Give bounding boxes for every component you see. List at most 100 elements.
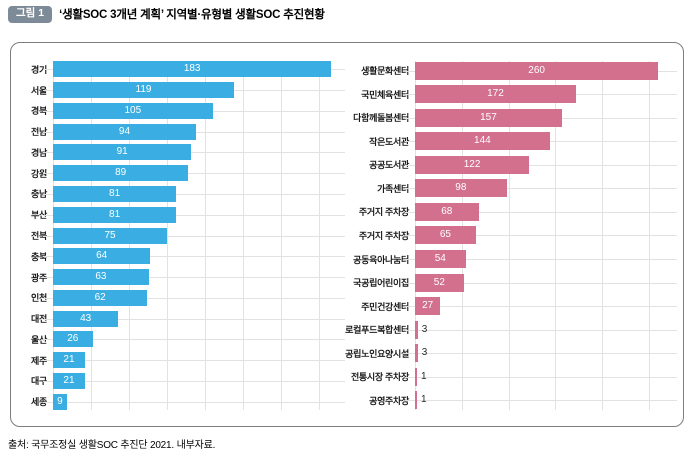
- value-label: 26: [67, 333, 79, 345]
- category-label: 제주: [31, 355, 47, 366]
- category-label: 강원: [31, 168, 47, 179]
- bar-row: 강원 89: [13, 163, 345, 184]
- value-label: 91: [116, 146, 128, 158]
- category-label: 경북: [31, 106, 47, 117]
- bar-track: 43: [43, 308, 345, 329]
- value-label: 3: [421, 347, 428, 359]
- category-label: 경남: [31, 147, 47, 158]
- bar-row: 세종 9: [13, 391, 345, 412]
- value-label: 94: [118, 125, 131, 137]
- category-label: 생활문화센터: [361, 66, 409, 77]
- bar: 157: [415, 108, 562, 127]
- bar: 1: [415, 367, 427, 386]
- bar: 9: [53, 393, 67, 410]
- bar-row: 부산 81: [13, 204, 345, 225]
- category-label: 전남: [31, 127, 47, 138]
- bar: 81: [53, 185, 177, 202]
- bar: 21: [53, 372, 85, 389]
- bar-track: 26: [43, 329, 345, 350]
- value-label: 9: [57, 395, 63, 407]
- source-note: 출처: 국무조정실 생활SOC 추진단 2021. 내부자료.: [8, 440, 216, 451]
- value-label: 89: [115, 167, 127, 179]
- bar-track: 75: [43, 225, 345, 246]
- bar-row: 다함께돌봄센터 157: [345, 106, 677, 130]
- bar: 63: [53, 269, 149, 286]
- value-label: 64: [96, 250, 108, 262]
- chart-frame: 경기 183 서울 119 경북 105 전남 94 경남 91 강원 89 충남 81 부산 81 전북 75 충…: [10, 42, 684, 427]
- bar-track: 260: [405, 59, 677, 83]
- bar-track: 3: [405, 318, 677, 342]
- bar-rows: 경기 183 서울 119 경북 105 전남 94 경남 91 강원 89 충남 81 부산 81 전북 75 충…: [13, 59, 345, 412]
- bar-row: 국민체육센터 172: [345, 83, 677, 107]
- bar: 122: [415, 155, 530, 174]
- bar-row: 충북 64: [13, 246, 345, 267]
- bar-row: 공립노인요양시설 3: [345, 341, 677, 365]
- bar-track: 122: [405, 153, 677, 177]
- bar-track: 54: [405, 247, 677, 271]
- category-label: 대구: [31, 376, 47, 387]
- bar-track: 3: [405, 341, 677, 365]
- bar: 64: [53, 248, 151, 265]
- bar: 81: [53, 206, 177, 223]
- bar-track: 27: [405, 294, 677, 318]
- bar: 1: [415, 391, 427, 410]
- bar: 94: [53, 123, 196, 140]
- bar: 75: [53, 227, 168, 244]
- value-label: 98: [455, 182, 467, 194]
- bar-track: 94: [43, 121, 345, 142]
- bar: 89: [53, 165, 189, 182]
- value-label: 68: [441, 205, 453, 217]
- bar-row: 작은도서관 144: [345, 130, 677, 154]
- category-label: 작은도서관: [369, 136, 409, 147]
- value-label: 43: [80, 312, 92, 324]
- bar-track: 21: [43, 370, 345, 391]
- bar: 27: [415, 297, 441, 316]
- value-label: 75: [104, 229, 116, 241]
- value-label: 63: [95, 271, 107, 283]
- bar: 62: [53, 289, 148, 306]
- bar-row: 충남 81: [13, 184, 345, 205]
- bar: 43: [53, 310, 119, 327]
- bar-row: 로컬푸드복합센터 3: [345, 318, 677, 342]
- bar-track: 65: [405, 224, 677, 248]
- value-label: 1: [421, 394, 427, 406]
- bar-track: 21: [43, 350, 345, 371]
- category-label: 전통시장 주차장: [350, 372, 409, 383]
- value-label: 105: [124, 104, 142, 116]
- category-label: 국공립어린이집: [353, 278, 409, 289]
- value-label: 52: [433, 276, 445, 288]
- bar-track: 119: [43, 80, 345, 101]
- value-label: 54: [434, 253, 446, 265]
- bar: 91: [53, 144, 192, 161]
- bar-track: 98: [405, 177, 677, 201]
- bar-row: 전통시장 주차장 1: [345, 365, 677, 389]
- category-label: 주민건강센터: [361, 301, 409, 312]
- bar-row: 전북 75: [13, 225, 345, 246]
- category-label: 울산: [31, 334, 47, 345]
- bar-track: 81: [43, 184, 345, 205]
- category-label: 충북: [31, 251, 47, 262]
- figure-title: ‘생활SOC 3개년 계획’ 지역별·유형별 생활SOC 추진현황: [59, 9, 325, 22]
- bar-row: 가족센터 98: [345, 177, 677, 201]
- value-label: 1: [421, 370, 427, 382]
- value-label: 65: [439, 229, 451, 241]
- bar: 21: [53, 352, 85, 369]
- value-label: 27: [422, 300, 434, 312]
- category-label: 주거지 주차장: [358, 230, 409, 241]
- bar-row: 대구 21: [13, 370, 345, 391]
- facility-type-bar-chart: 생활문화센터 260 국민체육센터 172 다함께돌봄센터 157 작은도서관 144 공공도서…: [345, 59, 677, 412]
- bar-row: 공공도서관 122: [345, 153, 677, 177]
- bar-row: 제주 21: [13, 350, 345, 371]
- bar-track: 172: [405, 83, 677, 107]
- bar-row: 전남 94: [13, 121, 345, 142]
- value-label: 21: [63, 374, 75, 386]
- value-label: 62: [94, 291, 106, 303]
- bar: 3: [415, 320, 427, 339]
- bar-track: 52: [405, 271, 677, 295]
- value-label: 144: [474, 135, 491, 147]
- category-label: 로컬푸드복합센터: [345, 325, 409, 336]
- bar-row: 울산 26: [13, 329, 345, 350]
- bar-track: 157: [405, 106, 677, 130]
- bar: 105: [53, 102, 213, 119]
